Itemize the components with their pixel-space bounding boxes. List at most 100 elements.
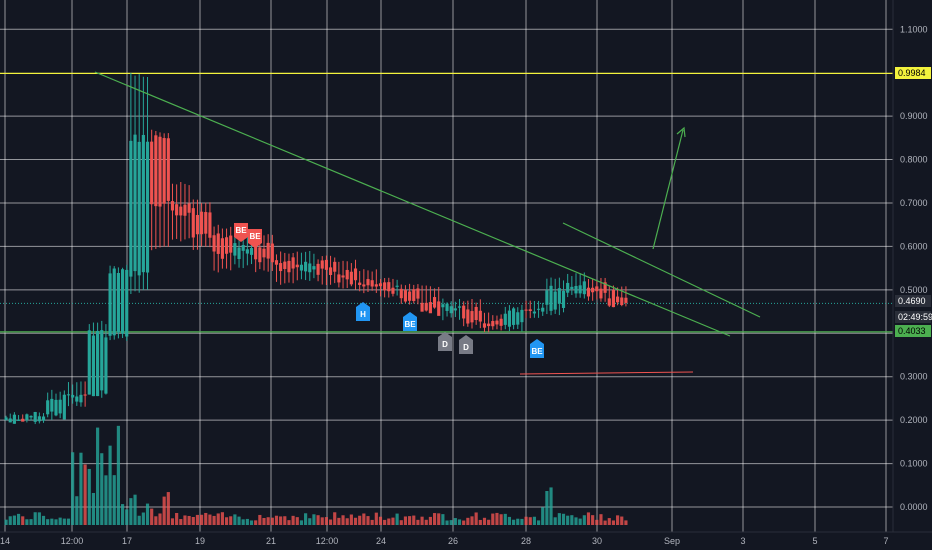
time-tick-label: 21 xyxy=(266,536,276,546)
volume-bar xyxy=(499,514,503,525)
volume-bar xyxy=(457,519,462,525)
candle-body xyxy=(291,257,295,269)
volume-bar xyxy=(320,517,324,525)
candle-body xyxy=(279,263,283,272)
chart-marker[interactable]: BE xyxy=(248,229,262,248)
candle-body xyxy=(557,288,561,304)
volume-bar xyxy=(220,512,224,525)
candle-body xyxy=(582,281,586,295)
candle-body xyxy=(187,203,191,213)
marker-label: D xyxy=(442,340,448,349)
volume-bar xyxy=(304,513,308,525)
candle-body xyxy=(358,282,362,286)
candle-body xyxy=(112,268,116,336)
candle-body xyxy=(133,134,137,272)
volume-bar xyxy=(270,517,274,525)
candle-body xyxy=(611,289,616,308)
volume-bar xyxy=(503,513,507,525)
volume-bar xyxy=(116,425,120,525)
time-tick-label: 5 xyxy=(812,536,817,546)
time-tick-label: 17 xyxy=(122,536,132,546)
candle-body xyxy=(266,242,270,259)
candle-body xyxy=(374,284,378,287)
candle-body xyxy=(512,308,516,325)
candle-body xyxy=(8,418,12,423)
red-support-line[interactable] xyxy=(519,371,694,375)
user-drawings[interactable] xyxy=(94,71,761,375)
candle-body xyxy=(524,309,528,311)
candle-body xyxy=(403,290,408,302)
volume-bar xyxy=(104,475,108,525)
volume-bar xyxy=(75,496,79,525)
candle-body xyxy=(320,260,324,269)
volume-bar xyxy=(295,517,299,525)
candle-body xyxy=(175,204,179,216)
candle-body xyxy=(570,286,574,290)
trendline-main[interactable] xyxy=(94,71,731,337)
candle-body xyxy=(274,260,279,265)
volume-bar xyxy=(274,515,279,525)
volume-bar xyxy=(154,516,158,525)
candle-body xyxy=(391,287,395,294)
arrow-up-line[interactable] xyxy=(652,129,684,250)
candle-body xyxy=(191,208,195,238)
volume-bar xyxy=(258,514,262,525)
time-axis[interactable]: 14 12:00 17 19 21 12:00 24 26 28 30 Sep 3 5 7 xyxy=(0,531,932,546)
candle-body xyxy=(245,249,249,254)
candle-body xyxy=(536,308,541,310)
price-tick-label: 0.2000 xyxy=(900,415,928,425)
chart-marker[interactable]: H xyxy=(356,302,370,321)
candle-body xyxy=(620,297,624,306)
candle-body xyxy=(487,323,491,327)
candle-body xyxy=(624,297,628,303)
candle-body xyxy=(466,309,470,324)
volume-bar xyxy=(437,513,441,525)
candle-body xyxy=(574,285,578,294)
candle-body xyxy=(449,306,453,314)
price-tick-label: 0.6000 xyxy=(900,241,928,251)
volume-bar xyxy=(478,519,482,525)
chart-marker[interactable]: D xyxy=(438,332,452,351)
volume-bar xyxy=(191,516,195,525)
volume-bar xyxy=(595,519,599,525)
candle-body xyxy=(25,414,29,421)
volume-bar xyxy=(607,518,611,525)
chart-marker[interactable]: BE xyxy=(234,223,248,242)
marker-label: D xyxy=(463,343,469,352)
trendline-channel[interactable] xyxy=(562,222,761,318)
candle-body xyxy=(595,286,599,292)
chart-marker[interactable]: BE xyxy=(403,312,417,331)
volume-bar xyxy=(491,513,495,525)
price-tag-text: 02:49:59 xyxy=(898,312,932,322)
candle-body xyxy=(528,309,532,311)
volume-bar xyxy=(233,514,237,525)
chart-marker[interactable]: D xyxy=(459,335,473,354)
volume-bar xyxy=(366,516,370,525)
candle-body xyxy=(254,242,258,260)
candle-body xyxy=(441,304,445,308)
chart-marker[interactable]: BE xyxy=(530,339,544,358)
candle-body xyxy=(137,141,141,276)
volume-bar xyxy=(474,512,478,525)
volume-bar xyxy=(120,504,125,525)
price-tag-bg xyxy=(895,311,931,323)
candle-body xyxy=(212,235,216,252)
volume-bar xyxy=(507,516,512,525)
volume-bar xyxy=(129,498,133,525)
price-tick-label: 0.5000 xyxy=(900,285,928,295)
volume-bar xyxy=(532,516,536,525)
volume-bar xyxy=(582,515,586,525)
time-tick-label: 30 xyxy=(592,536,602,546)
candle-body xyxy=(166,138,170,201)
candle-body xyxy=(62,394,66,420)
time-tick-label: 26 xyxy=(448,536,458,546)
volume-bar xyxy=(561,513,566,525)
price-tag: 0.4690 xyxy=(895,295,931,307)
candle-body xyxy=(428,302,432,314)
volume-bar xyxy=(170,518,175,525)
volume-bar xyxy=(482,517,487,525)
volume-bar xyxy=(383,519,387,525)
